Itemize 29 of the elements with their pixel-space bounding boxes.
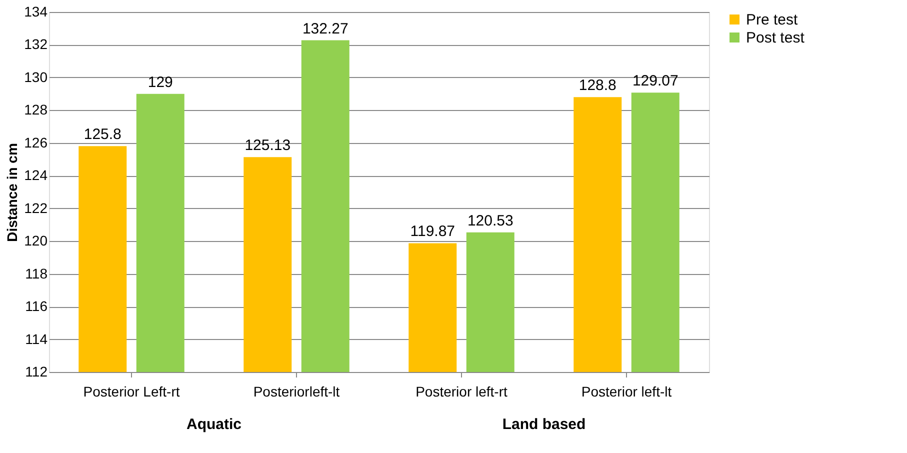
y-tick-label: 130	[24, 68, 48, 85]
y-tick-label: 132	[24, 36, 48, 52]
text: Aquatic	[186, 416, 242, 433]
y-axis-title: Distance in cm	[4, 143, 20, 242]
data-label: 119.87	[410, 223, 456, 240]
y-tick-label: 120	[24, 232, 48, 249]
y-tick-label: 128	[24, 102, 48, 118]
y-tick-label: 126	[24, 134, 48, 150]
legend-label: Post test	[746, 30, 806, 46]
y-tick-label: 122	[24, 200, 48, 216]
data-label: 120.53	[467, 212, 514, 230]
y-tick-label: 112	[25, 364, 48, 380]
data-label: 132.27	[302, 20, 348, 38]
data-label: 129	[148, 74, 173, 91]
data-label: 125.13	[244, 137, 291, 154]
x-tick-label: Posterior left-rt	[416, 384, 508, 400]
y-tick-label: 134	[24, 4, 48, 20]
data-label: 128.8	[578, 77, 616, 94]
x-tick-label: Posterior Left-rt	[83, 384, 180, 400]
data-label: 129.07	[632, 72, 678, 90]
data-label: 125.8	[84, 126, 122, 144]
y-tick-label: 118	[25, 265, 48, 282]
text: Land based	[502, 416, 586, 433]
x-tick-label: Posteriorleft-lt	[253, 384, 340, 400]
x-tick-label: Posterior left-lt	[581, 384, 672, 400]
legend-label: Pre test	[746, 12, 799, 28]
y-tick-label: 116	[25, 298, 48, 314]
y-tick-label: 114	[25, 330, 48, 347]
y-tick-label: 124	[24, 167, 48, 184]
